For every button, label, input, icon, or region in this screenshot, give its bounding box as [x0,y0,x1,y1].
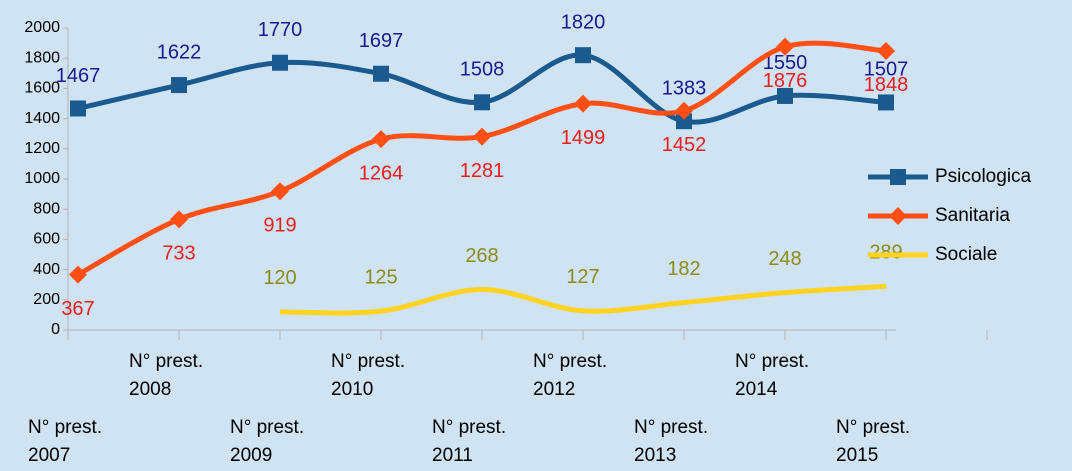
y-tick-label: 2000 [24,19,60,36]
data-label: 182 [667,258,700,280]
data-label: 125 [364,266,397,288]
y-tick-label: 1800 [24,49,60,66]
x-tick-label: N° prest. 2007 [28,417,103,466]
data-label: 1452 [662,134,707,156]
legend-label: Psicologica [935,166,1032,187]
y-tick-label: 400 [33,261,60,278]
data-label: 1264 [359,162,404,184]
y-tick-label: 0 [51,321,60,338]
x-tick-label: N° prest. 2012 [533,351,608,400]
y-tick-label: 1400 [24,110,60,127]
data-label: 120 [263,267,296,289]
marker [776,37,794,56]
y-tick-label: 1000 [24,170,60,187]
x-tick-label: N° prest. 2008 [129,351,204,400]
marker [675,101,693,120]
marker [271,182,289,201]
marker [170,210,188,229]
data-label: 733 [162,243,195,265]
marker [373,65,389,82]
data-label: 1697 [359,30,404,52]
data-label: 1507 [864,59,909,81]
x-tick-label: N° prest. 2010 [331,351,406,400]
x-tick-label: N° prest. 2013 [634,417,709,466]
data-label: 1770 [258,19,303,41]
data-label: 1467 [56,65,101,87]
marker [70,100,86,117]
data-label: 1508 [460,59,505,81]
data-label: 248 [768,248,801,270]
marker [676,113,692,130]
x-tick-label: N° prest. 2014 [735,351,810,400]
data-label: 127 [566,266,599,288]
legend-label: Sociale [935,244,997,265]
x-tick-label: N° prest. 2011 [432,417,507,466]
x-tick-label: N° prest. 2009 [230,417,305,466]
data-label: 367 [61,298,94,320]
marker [777,87,793,104]
marker [372,130,390,149]
marker [878,94,894,111]
marker [473,127,491,146]
data-label: 1383 [662,77,707,99]
data-label: 919 [263,215,296,237]
marker [69,265,87,284]
data-label: 1550 [763,52,808,74]
marker [574,94,592,113]
y-tick-label: 200 [33,291,60,308]
marker [890,169,906,185]
data-label: 1876 [763,70,808,92]
marker [877,41,895,60]
data-label: 1820 [561,11,606,33]
y-tick-label: 800 [33,200,60,217]
y-tick-label: 1600 [24,80,60,97]
legend-label: Sanitaria [935,205,1010,226]
data-label: 1281 [460,160,505,182]
data-label: 268 [465,245,498,267]
marker [474,94,490,111]
y-tick-label: 600 [33,231,60,248]
marker [889,207,907,225]
data-label: 1499 [561,127,606,149]
x-tick-label: N° prest. 2015 [836,417,911,466]
marker [575,47,591,64]
y-tick-label: 1200 [24,140,60,157]
marker [171,77,187,94]
data-label: 1848 [864,74,909,96]
data-label: 1622 [157,41,202,63]
series-line [279,283,887,316]
marker [272,54,288,71]
